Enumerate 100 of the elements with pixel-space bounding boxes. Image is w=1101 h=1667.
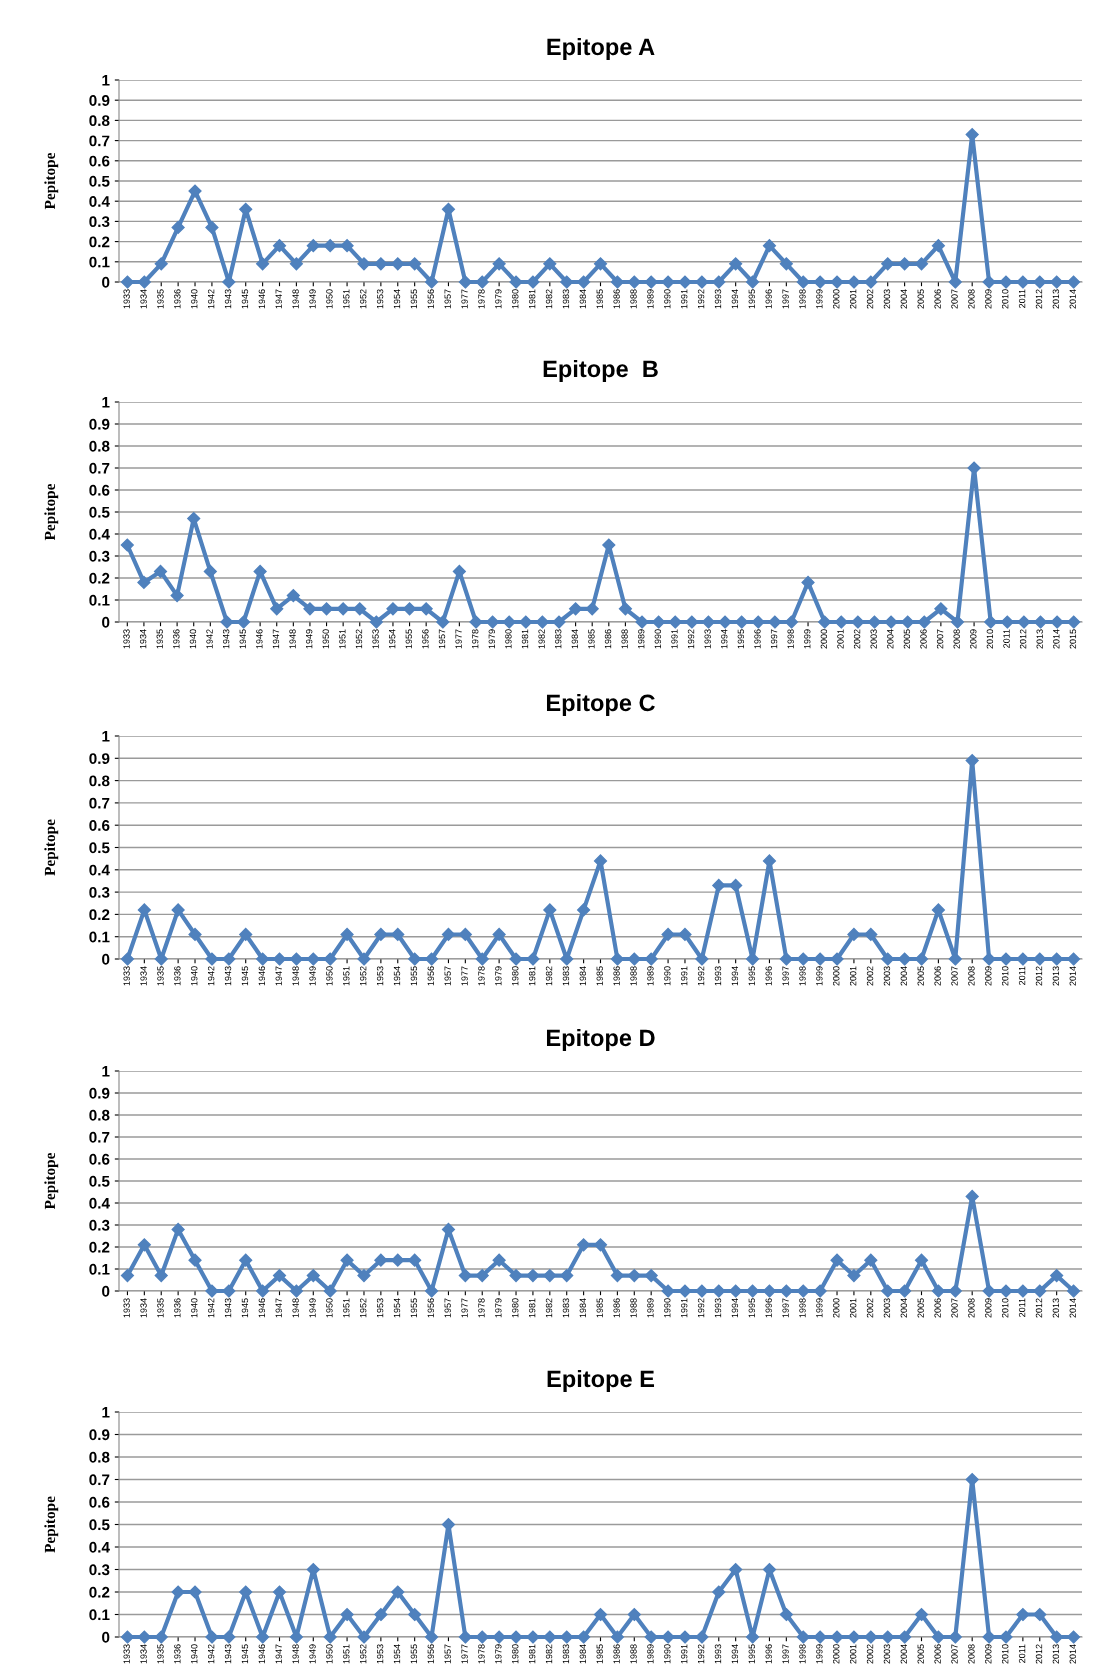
point	[1066, 1284, 1081, 1298]
x-tick-label: 2000	[833, 289, 840, 309]
point	[543, 1630, 557, 1644]
point	[560, 1269, 574, 1283]
x-tick-label: 2006	[920, 629, 927, 649]
x-tick-label: 2003	[883, 289, 891, 309]
x-tick-label: 1943	[224, 1298, 232, 1318]
x-tick-label: 1999	[816, 289, 823, 309]
x-tick-label: 1999	[816, 966, 823, 986]
point	[661, 275, 675, 289]
x-tick-label: 1945	[241, 289, 249, 309]
point	[864, 1253, 878, 1267]
point	[441, 927, 456, 942]
x-tick-label: 2002	[866, 289, 874, 309]
x-tick-label: 1998	[787, 629, 794, 649]
x-tick-label: 1977	[461, 289, 468, 309]
point	[386, 602, 400, 616]
y-tick-label: 0.7	[89, 135, 110, 147]
x-tick-label: 1994	[731, 966, 739, 986]
point	[830, 1630, 844, 1644]
x-tick-label: 1936	[174, 289, 181, 309]
x-tick-label: 2013	[1052, 1298, 1060, 1318]
point	[779, 952, 793, 966]
point	[270, 602, 284, 616]
point	[391, 1585, 405, 1599]
point	[1017, 615, 1031, 629]
point	[1033, 1284, 1047, 1298]
point	[222, 1630, 236, 1644]
point	[289, 952, 303, 966]
point	[492, 1630, 506, 1644]
x-tick-label: 1936	[174, 1298, 181, 1318]
point	[323, 1284, 337, 1298]
point	[627, 1607, 641, 1622]
x-tick-label: 1999	[816, 1298, 823, 1318]
point	[898, 1284, 912, 1298]
x-tick-label: 2012	[1035, 1644, 1043, 1664]
point	[610, 952, 624, 966]
point	[635, 615, 649, 629]
x-tick-label: 1957	[438, 629, 446, 649]
x-tick-label: 1953	[376, 966, 384, 986]
point	[560, 275, 574, 289]
x-tick-label: 2004	[900, 1644, 908, 1664]
x-tick-label: 1951	[339, 629, 346, 649]
x-tick-label: 1954	[393, 1298, 401, 1318]
point	[560, 1630, 574, 1644]
x-tick-label: 1978	[472, 629, 479, 649]
x-tick-label: 1992	[697, 966, 705, 986]
x-tick-label: 1990	[664, 1298, 671, 1318]
x-tick-label: 1990	[654, 629, 662, 649]
x-tick-label: 1981	[528, 1298, 536, 1318]
point	[272, 1269, 287, 1283]
point	[441, 1222, 456, 1236]
x-tick-label: 2009	[985, 966, 992, 986]
y-tick-label: 0.9	[89, 95, 110, 106]
x-tick-label: 2003	[883, 1644, 891, 1664]
point	[745, 275, 760, 289]
x-tick-label: 1991	[671, 629, 678, 649]
point	[999, 1630, 1013, 1644]
point	[502, 615, 516, 629]
x-tick-label: 1998	[799, 1298, 806, 1318]
point	[303, 602, 317, 616]
point	[762, 1284, 777, 1298]
y-tick-label: 0.3	[89, 1219, 110, 1231]
point	[898, 952, 912, 966]
x-tick-label: 1946	[258, 1298, 266, 1318]
point	[336, 602, 350, 616]
point	[685, 615, 699, 629]
x-tick-label: 2001	[837, 629, 844, 649]
x-tick-label: 1949	[305, 629, 313, 649]
point	[154, 952, 168, 966]
x-tick-label: 1955	[405, 629, 412, 649]
x-tick-label: 1942	[207, 289, 215, 309]
point	[205, 1630, 219, 1644]
x-tick-label: 1979	[495, 966, 502, 986]
point	[469, 615, 483, 629]
y-tick-label: 0.9	[89, 1087, 110, 1099]
x-tick-label: 1988	[630, 966, 637, 986]
point	[492, 257, 506, 271]
point	[618, 602, 632, 616]
x-tick-label: 1998	[799, 1644, 806, 1664]
point	[784, 615, 799, 629]
point	[644, 1269, 658, 1283]
point	[678, 1284, 692, 1298]
point	[1066, 275, 1081, 289]
x-tick-label: 1933	[123, 1298, 130, 1318]
x-tick-label: 1947	[275, 1644, 282, 1664]
x-tick-label: 1977	[455, 629, 462, 649]
point	[188, 927, 202, 942]
y-tick-label: 0.8	[89, 115, 110, 127]
x-tick-label: 2011	[1018, 966, 1026, 985]
x-tick-label: 2002	[866, 1298, 874, 1318]
x-tick-label: 1940	[191, 1298, 198, 1318]
x-tick-label: 1948	[292, 1298, 299, 1318]
point	[801, 575, 815, 589]
x-tick-label: 1952	[355, 629, 363, 649]
point	[577, 903, 591, 917]
y-tick-label: 0.6	[89, 820, 110, 831]
x-tick-label: 1954	[393, 1644, 401, 1664]
x-tick-label: 1982	[545, 1298, 553, 1318]
x-tick-label: 2003	[883, 966, 891, 986]
